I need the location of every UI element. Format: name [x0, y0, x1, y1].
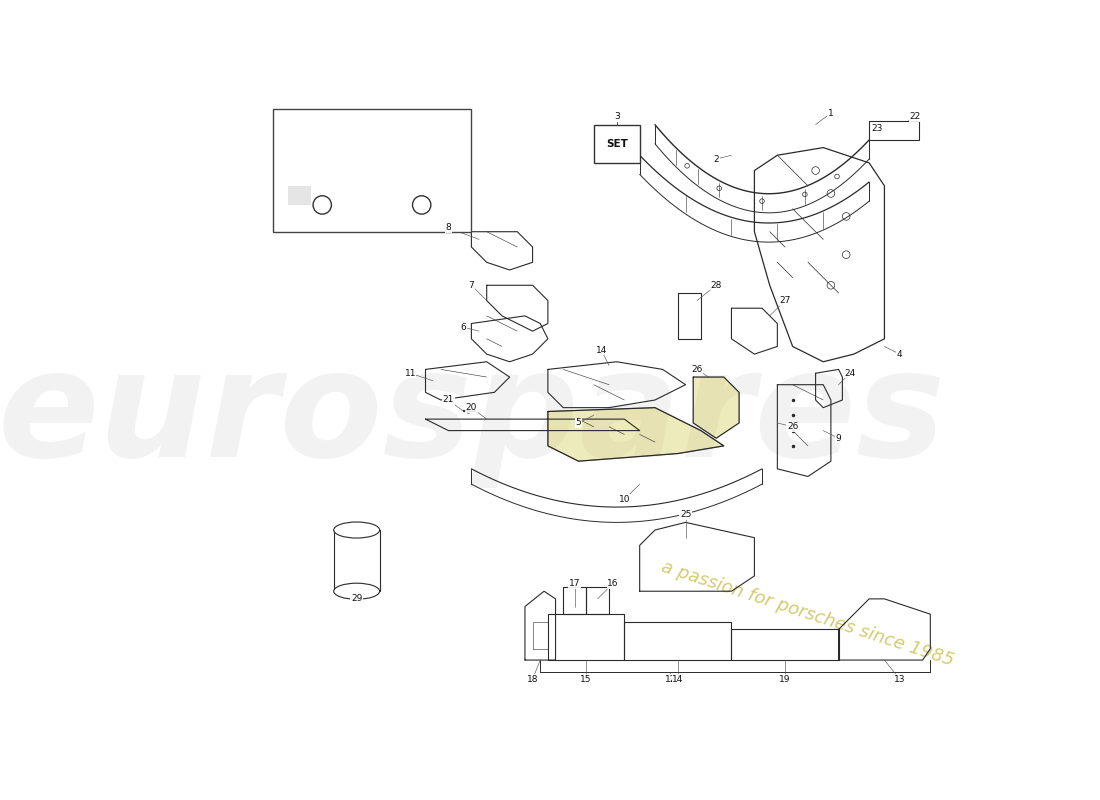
Text: 8: 8: [446, 223, 451, 232]
Text: 9: 9: [836, 434, 842, 442]
Text: 6: 6: [461, 323, 466, 332]
Text: 16: 16: [607, 579, 618, 588]
Text: 26: 26: [786, 422, 799, 431]
Text: 13: 13: [894, 674, 905, 684]
Text: 2: 2: [714, 154, 719, 163]
Text: 14: 14: [672, 674, 683, 684]
Bar: [869, 121, 918, 140]
Text: 19: 19: [779, 674, 791, 684]
Text: 23: 23: [871, 124, 882, 133]
Text: eurospares: eurospares: [0, 342, 946, 488]
Text: 10: 10: [618, 495, 630, 504]
Bar: [273, 110, 472, 232]
Text: 3: 3: [614, 113, 619, 122]
Text: 3: 3: [614, 113, 619, 122]
Text: 1: 1: [828, 109, 834, 118]
Text: 26: 26: [692, 365, 703, 374]
Bar: [594, 125, 640, 163]
Text: 22: 22: [910, 113, 921, 122]
Text: 15: 15: [581, 674, 592, 684]
Text: 20: 20: [465, 403, 477, 412]
Ellipse shape: [333, 522, 380, 538]
Text: 25: 25: [680, 510, 691, 519]
Text: 27: 27: [779, 296, 791, 305]
Text: 18: 18: [527, 674, 538, 684]
Ellipse shape: [333, 583, 380, 599]
Text: 12: 12: [664, 674, 676, 684]
Text: 4: 4: [896, 350, 903, 358]
Text: 7: 7: [469, 281, 474, 290]
Text: 29: 29: [351, 594, 362, 603]
Text: 28: 28: [711, 281, 722, 290]
Text: 5: 5: [575, 418, 582, 427]
Text: 14: 14: [596, 346, 607, 354]
Text: a passion for porsches since 1985: a passion for porsches since 1985: [659, 558, 957, 670]
Polygon shape: [548, 408, 724, 461]
Text: 11: 11: [405, 369, 416, 378]
Text: 17: 17: [569, 579, 581, 588]
Polygon shape: [693, 377, 739, 438]
Text: 24: 24: [845, 369, 856, 378]
Polygon shape: [288, 186, 311, 205]
Text: 21: 21: [443, 395, 454, 405]
Text: SET: SET: [606, 138, 628, 149]
